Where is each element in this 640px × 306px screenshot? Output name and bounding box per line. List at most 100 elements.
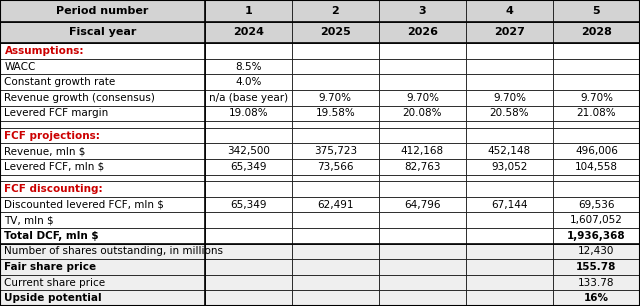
Bar: [379, 175, 466, 181]
Bar: [205, 74, 292, 90]
Text: 2: 2: [332, 6, 339, 16]
Text: 3: 3: [419, 6, 426, 16]
Text: 375,723: 375,723: [314, 146, 357, 156]
Text: 1,936,368: 1,936,368: [567, 231, 626, 241]
Text: 2024: 2024: [233, 28, 264, 37]
Bar: [292, 144, 379, 159]
Bar: [466, 290, 553, 306]
Bar: [553, 197, 640, 212]
Text: 65,349: 65,349: [230, 200, 267, 210]
Bar: [466, 74, 553, 90]
Text: Levered FCF margin: Levered FCF margin: [4, 108, 109, 118]
Bar: [553, 212, 640, 228]
Bar: [0, 59, 205, 74]
Bar: [0, 259, 205, 275]
Text: Levered FCF, mln $: Levered FCF, mln $: [4, 162, 105, 172]
Bar: [0, 181, 205, 197]
Bar: [379, 90, 466, 106]
Bar: [466, 197, 553, 212]
Bar: [553, 259, 640, 275]
Bar: [553, 159, 640, 175]
Bar: [292, 121, 379, 128]
Bar: [205, 212, 292, 228]
Bar: [553, 22, 640, 43]
Text: Current share price: Current share price: [4, 278, 106, 288]
Bar: [205, 259, 292, 275]
Bar: [379, 212, 466, 228]
Bar: [466, 228, 553, 244]
Text: WACC: WACC: [4, 62, 36, 72]
Bar: [466, 144, 553, 159]
Bar: [0, 275, 205, 290]
Bar: [0, 43, 205, 59]
Bar: [292, 181, 379, 197]
Bar: [292, 74, 379, 90]
Text: FCF discounting:: FCF discounting:: [4, 184, 103, 194]
Text: TV, mln $: TV, mln $: [4, 215, 54, 225]
Bar: [466, 22, 553, 43]
Bar: [379, 244, 466, 259]
Bar: [205, 228, 292, 244]
Bar: [379, 197, 466, 212]
Bar: [0, 244, 205, 259]
Bar: [205, 121, 292, 128]
Text: 12,430: 12,430: [579, 246, 614, 256]
Bar: [292, 43, 379, 59]
Text: Fiscal year: Fiscal year: [68, 28, 136, 37]
Text: 155.78: 155.78: [576, 262, 617, 272]
Bar: [379, 0, 466, 22]
Bar: [553, 144, 640, 159]
Text: 133.78: 133.78: [578, 278, 615, 288]
Bar: [379, 144, 466, 159]
Bar: [0, 159, 205, 175]
Bar: [205, 106, 292, 121]
Bar: [553, 0, 640, 22]
Bar: [205, 90, 292, 106]
Bar: [553, 128, 640, 144]
Text: 104,558: 104,558: [575, 162, 618, 172]
Text: 1,607,052: 1,607,052: [570, 215, 623, 225]
Text: Constant growth rate: Constant growth rate: [4, 77, 116, 87]
Bar: [205, 22, 292, 43]
Bar: [205, 275, 292, 290]
Text: 93,052: 93,052: [492, 162, 527, 172]
Text: 67,144: 67,144: [491, 200, 528, 210]
Text: 9.70%: 9.70%: [406, 93, 439, 103]
Bar: [292, 106, 379, 121]
Bar: [292, 0, 379, 22]
Bar: [553, 90, 640, 106]
Bar: [466, 59, 553, 74]
Text: 342,500: 342,500: [227, 146, 269, 156]
Bar: [0, 290, 205, 306]
Bar: [379, 259, 466, 275]
Text: 65,349: 65,349: [230, 162, 267, 172]
Bar: [466, 106, 553, 121]
Bar: [466, 275, 553, 290]
Text: 9.70%: 9.70%: [319, 93, 352, 103]
Text: 21.08%: 21.08%: [577, 108, 616, 118]
Bar: [0, 74, 205, 90]
Bar: [379, 59, 466, 74]
Text: Assumptions:: Assumptions:: [4, 46, 84, 56]
Text: 452,148: 452,148: [488, 146, 531, 156]
Bar: [205, 290, 292, 306]
Bar: [205, 181, 292, 197]
Bar: [0, 0, 205, 22]
Bar: [553, 181, 640, 197]
Bar: [205, 244, 292, 259]
Bar: [292, 275, 379, 290]
Bar: [292, 228, 379, 244]
Text: 4.0%: 4.0%: [235, 77, 262, 87]
Bar: [379, 228, 466, 244]
Bar: [0, 128, 205, 144]
Bar: [553, 43, 640, 59]
Bar: [466, 175, 553, 181]
Text: Number of shares outstanding, in millions: Number of shares outstanding, in million…: [4, 246, 223, 256]
Bar: [292, 159, 379, 175]
Bar: [292, 22, 379, 43]
Bar: [379, 275, 466, 290]
Bar: [292, 59, 379, 74]
Bar: [205, 43, 292, 59]
Bar: [466, 90, 553, 106]
Bar: [553, 106, 640, 121]
